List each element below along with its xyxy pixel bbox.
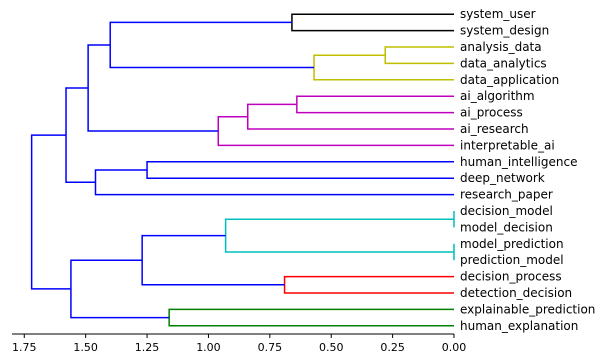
leaf-label: prediction_model [460, 253, 564, 267]
dendrogram-link-m1 [291, 13, 454, 32]
dendrogram-link-m2 [384, 46, 454, 65]
leaf-label: system_design [460, 24, 549, 38]
dendrogram-link-m14 [224, 218, 454, 253]
leaf-label: decision_process [460, 270, 562, 284]
x-axis: 1.75 1.50 1.25 1.00 0.75 0.50 0.25 0.00 [12, 333, 467, 354]
dendrogram-link-m6 [246, 103, 454, 130]
dendrogram-link-m15 [283, 275, 454, 294]
leaf-label: interpretable_ai [460, 138, 555, 152]
x-tick-label: 1.00 [196, 341, 221, 354]
leaf-label: data_analytics [460, 56, 547, 70]
dendrogram-link-m11 [65, 87, 96, 184]
dendrogram-link-m10 [94, 169, 454, 196]
leaf-label: model_prediction [460, 237, 564, 251]
leaf-label: human_intelligence [460, 155, 577, 169]
leaf-label: deep_network [460, 171, 545, 185]
leaf-label: detection_decision [460, 286, 572, 300]
dendrogram-link-m18 [70, 259, 170, 319]
x-tick-label: 1.25 [135, 341, 160, 354]
dendrogram-link-m4 [109, 21, 315, 69]
leaf-label: ai_process [460, 106, 523, 120]
dendrogram-link-m16 [141, 234, 285, 286]
leaf-label: ai_research [460, 122, 529, 136]
dendrogram-link-m9 [146, 161, 454, 179]
x-tick-label: 1.50 [73, 341, 98, 354]
leaf-label: data_application [460, 73, 559, 87]
x-tick-label: 1.75 [12, 341, 37, 354]
dendrogram-link-m17 [168, 308, 454, 327]
dendrogram-links [30, 13, 455, 327]
x-tick-label: 0.50 [319, 341, 344, 354]
leaf-label: ai_algorithm [460, 89, 535, 103]
leaf-label: system_user [460, 7, 536, 21]
dendrogram-link-m19 [30, 134, 71, 290]
leaf-label: human_explanation [460, 319, 578, 333]
leaf-label: research_paper [460, 188, 553, 202]
x-tick-label: 0.00 [442, 341, 467, 354]
dendrogram-link-m3 [313, 54, 454, 81]
leaf-label: explainable_prediction [460, 302, 595, 316]
dendrogram-link-m8 [87, 44, 219, 132]
leaf-label: analysis_data [460, 40, 542, 54]
dendrogram-link-m7 [217, 115, 454, 147]
dendrogram-link-m5 [296, 95, 454, 114]
x-tick-label: 0.75 [258, 341, 283, 354]
x-tick-label: 0.25 [380, 341, 405, 354]
leaf-label: decision_model [460, 204, 553, 218]
leaf-labels: system_user system_design analysis_datadat… [460, 7, 595, 333]
leaf-label: model_decision [460, 220, 553, 234]
